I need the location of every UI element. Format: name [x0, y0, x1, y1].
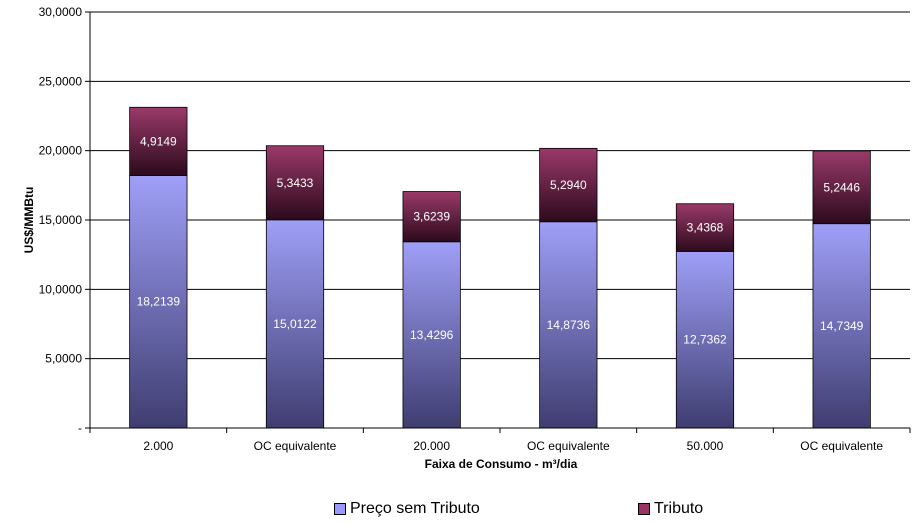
y-tick-label: 5,0000 [45, 352, 82, 366]
data-label: 4,9149 [140, 134, 177, 148]
data-label: 18,2139 [137, 295, 181, 309]
y-tick-label: 25,0000 [39, 74, 83, 88]
x-axis: 2.000 OC equivalente 20.000 OC equivalente 5… [89, 427, 911, 453]
bar-segment-tributo [675, 203, 735, 252]
data-label: 14,7349 [820, 319, 864, 333]
data-label: 3,4368 [687, 221, 724, 235]
legend-item-preco: Preço sem Tributo [334, 500, 480, 518]
data-label: 12,7362 [683, 333, 727, 347]
bar-segment-tributo [265, 145, 325, 221]
legend-swatch-preco [334, 503, 346, 515]
y-tick-label: 30,0000 [39, 5, 83, 19]
x-axis-title: Faixa de Consumo - m³/dia [425, 457, 578, 471]
x-tick-label: OC equivalente [800, 439, 883, 453]
bar-segment-tributo [402, 191, 461, 243]
data-label: 5,2446 [823, 180, 860, 194]
gridlines [90, 11, 910, 360]
y-tick-label: 15,0000 [39, 213, 83, 227]
bar-segment-preco [812, 223, 871, 429]
y-tick-label: 20,0000 [39, 144, 83, 158]
y-axis-title: US$/MMBtu [22, 187, 36, 254]
legend-item-tributo: Tributo [638, 500, 703, 518]
bars-group: 18,2139 4,9149 15,0122 5,3433 13,4296 3,6239 1… [129, 106, 871, 429]
legend: Preço sem Tributo Tributo [0, 500, 916, 522]
x-tick-label: 50.000 [687, 439, 724, 453]
bar-segment-tributo [812, 150, 871, 225]
legend-label-preco: Preço sem Tributo [350, 500, 480, 517]
y-tick-label: 10,0000 [39, 282, 83, 296]
x-tick-label: 2.000 [143, 439, 173, 453]
data-label: 5,3433 [277, 176, 314, 190]
bar-segment-preco [265, 219, 325, 429]
data-label: 14,8736 [547, 318, 591, 332]
data-label: 5,2940 [550, 178, 587, 192]
x-tick-label: 20.000 [413, 439, 450, 453]
y-axis: - 5,0000 10,0000 15,0000 20,0000 25,0000 30,00… [39, 5, 91, 435]
bar-segment-tributo [129, 106, 188, 176]
data-label: 15,0122 [273, 317, 317, 331]
x-tick-label: OC equivalente [254, 439, 337, 453]
bar-segment-preco [539, 221, 598, 429]
bar-segment-preco [402, 241, 461, 429]
x-tick-label: OC equivalente [527, 439, 610, 453]
legend-swatch-tributo [638, 503, 650, 515]
data-label: 3,6239 [413, 210, 450, 224]
data-label: 13,4296 [410, 328, 454, 342]
y-tick-label: - [78, 421, 82, 435]
legend-label-tributo: Tributo [654, 500, 704, 517]
bar-segment-tributo [539, 147, 598, 223]
